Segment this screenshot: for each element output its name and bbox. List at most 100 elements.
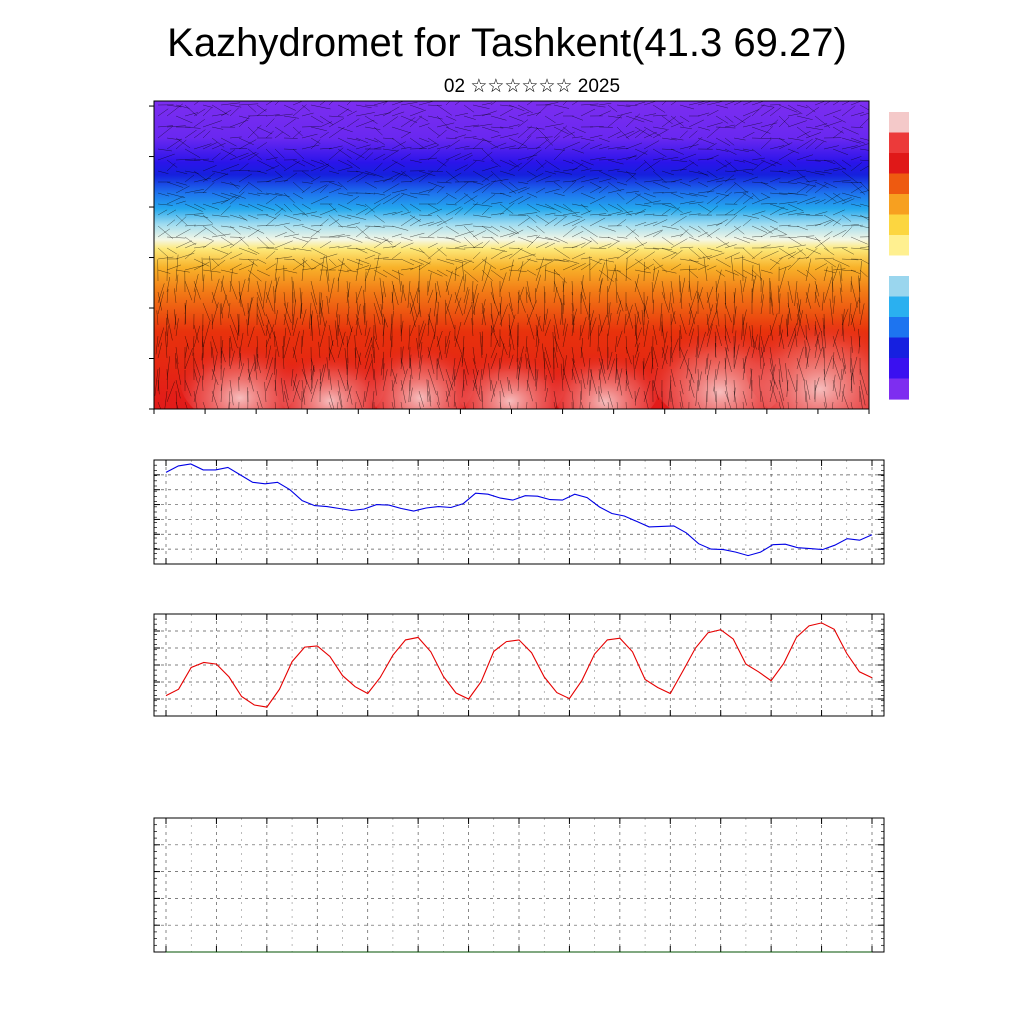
wind-vector [318,341,321,359]
wind-vector [643,192,656,198]
wind-vector [193,119,205,128]
wind-vector [787,257,801,271]
wind-vector [821,331,825,359]
wind-vector [859,303,865,326]
wind-vector [229,148,248,150]
wind-vector [229,225,241,235]
wind-vector [858,277,861,293]
wind-vector [823,214,841,225]
wind-vector [274,257,278,282]
wind-vector [157,401,161,409]
wind-vector [166,381,175,403]
wind-vector [598,110,611,117]
wind-vector [328,401,332,409]
wind-vector [211,225,226,237]
wind-vector [202,352,204,370]
wind-vector [346,335,349,364]
wind-vector [688,265,691,293]
wind-vector [553,268,555,293]
wind-vector [832,192,846,202]
wind-vector [490,379,495,397]
wind-vector [211,258,220,267]
wind-vector [598,146,610,150]
wind-vector [292,299,296,326]
wind-vector [814,284,817,304]
wind-vector [733,148,749,152]
wind-vector [184,126,201,129]
wind-vector [778,170,790,174]
wind-vector [445,170,460,183]
wind-vector [841,137,861,144]
wind-vector [760,334,770,359]
wind-vector [571,358,574,381]
wind-vector [445,115,457,121]
wind-vector [805,199,820,205]
wind-vector [409,374,411,392]
wind-vector [706,126,721,139]
wind-vector [247,124,262,139]
wind-vector [247,297,252,326]
wind-vector [337,258,352,271]
wind-vector [175,158,196,161]
wind-vector [589,104,606,108]
wind-vector [625,154,637,161]
wind-vector [823,159,836,165]
wind-vector [796,235,815,238]
wind-vector [238,291,246,316]
wind-vector [337,108,349,117]
wind-vector [418,137,430,143]
wind-vector [445,225,459,234]
wind-vector [310,126,327,132]
wind-vector [814,123,828,128]
wind-vector [274,369,277,392]
wind-vector [742,101,754,106]
wind-vector [409,159,422,163]
wind-vector [364,115,378,124]
wind-vector [220,251,233,260]
wind-vector [481,165,498,172]
wind-vector [220,102,241,106]
wind-vector [760,161,779,172]
wind-vector [805,180,817,183]
wind-vector [814,141,824,150]
wind-vector [787,113,801,117]
wind-vector [679,229,689,238]
wind-vector [202,107,212,117]
wind-vector [785,318,789,337]
wind-vector [193,192,207,194]
wind-vector [184,242,197,249]
wind-vector [544,357,554,384]
wind-vector [706,170,718,179]
wind-vector [337,258,344,282]
wind-vector [706,323,713,348]
wind-vector [184,224,196,227]
wind-vector [454,207,464,216]
wind-vector [508,379,513,394]
wind-vector [850,313,856,332]
wind-vector [481,331,483,348]
wind-vector [517,125,533,139]
wind-vector [526,225,537,232]
wind-vector [760,346,765,366]
wind-vector [679,181,691,187]
wind-vector [416,280,420,304]
wind-vector [787,236,802,246]
wind-vector [832,126,844,134]
wind-vector [301,186,311,194]
wind-vector [238,137,254,146]
wind-vector [535,316,541,337]
wind-vector [337,245,352,249]
wind-vector [535,187,546,194]
wind-vector [481,299,486,315]
wind-vector [714,331,717,348]
wind-vector [517,104,533,114]
wind-vector [382,258,402,260]
wind-vector [742,236,757,242]
wind-vector [598,225,616,232]
wind-vector [751,160,765,172]
wind-vector [841,198,855,205]
wind-vector [274,331,276,348]
wind-vector [832,379,839,400]
wind-vector [697,170,709,177]
wind-vector [553,287,558,304]
